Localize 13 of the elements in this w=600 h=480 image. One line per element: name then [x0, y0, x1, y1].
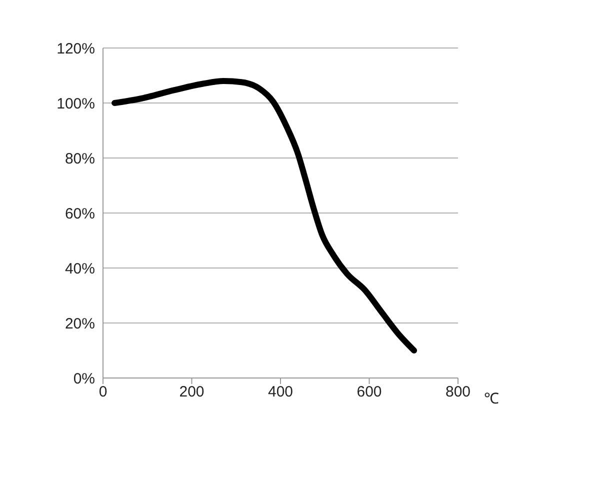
x-tick-label: 800 [445, 384, 471, 401]
y-tick-label: 80% [64, 150, 95, 168]
x-tick-label: 200 [179, 384, 204, 401]
y-tick-label: 20% [64, 315, 95, 332]
x-axis-title: ℃ [484, 390, 499, 408]
y-tick-label: 120% [56, 40, 95, 58]
x-tick-label: 0 [98, 384, 108, 401]
y-tick-label: 60% [64, 205, 95, 222]
x-tick-label: 400 [268, 384, 294, 401]
y-tick-label: 0% [73, 370, 95, 388]
x-tick-label: 600 [356, 384, 382, 401]
y-tick-label: 40% [64, 260, 95, 278]
y-tick-label: 100% [56, 95, 95, 112]
